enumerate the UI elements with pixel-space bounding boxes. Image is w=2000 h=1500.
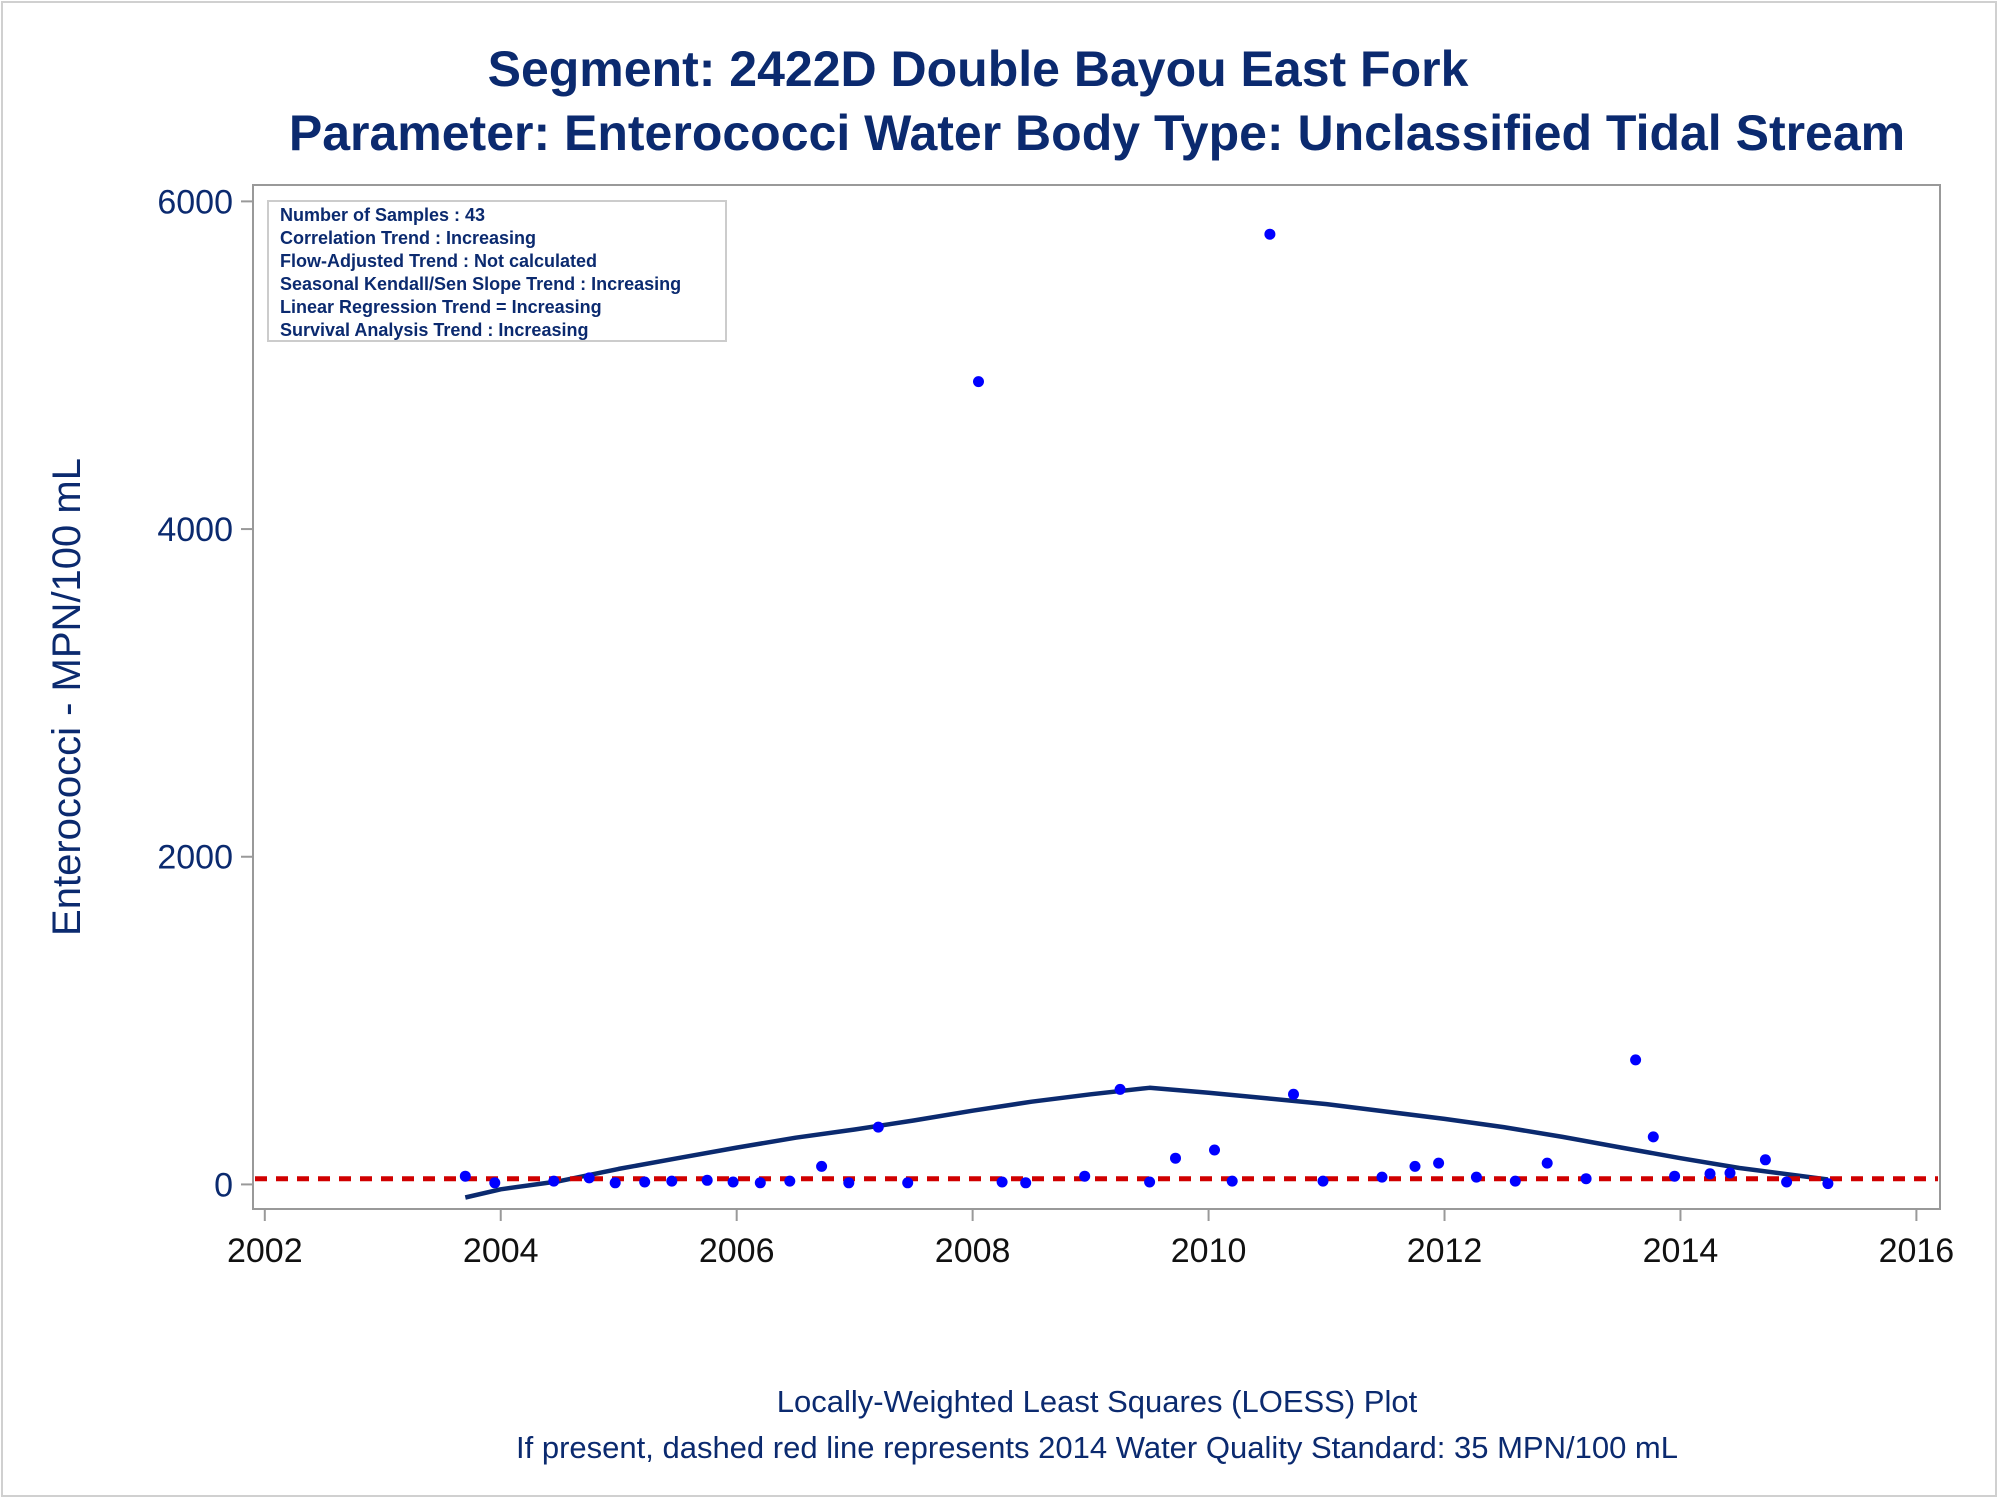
- x-tick-label: 2008: [935, 1232, 1011, 1270]
- sample-point: [1264, 228, 1276, 240]
- sample-point: [1781, 1176, 1793, 1188]
- sample-point: [1317, 1175, 1329, 1187]
- sample-point: [1759, 1154, 1771, 1166]
- sample-point: [1704, 1168, 1716, 1180]
- sample-point: [1647, 1131, 1659, 1143]
- sample-point: [1170, 1152, 1181, 1164]
- y-tick-label: 4000: [157, 511, 233, 549]
- sample-point: [872, 1121, 884, 1133]
- stats-line: Correlation Trend : Increasing: [280, 228, 536, 248]
- footer-line-1: Locally-Weighted Least Squares (LOESS) P…: [777, 1384, 1418, 1419]
- sample-point: [1209, 1144, 1220, 1156]
- sample-point: [459, 1170, 471, 1182]
- sample-point: [1079, 1170, 1091, 1182]
- x-tick-label: 2016: [1879, 1232, 1955, 1270]
- sample-point: [902, 1177, 914, 1189]
- sample-point: [1541, 1157, 1553, 1169]
- x-tick-label: 2006: [699, 1232, 775, 1270]
- x-tick-label: 2002: [227, 1232, 303, 1270]
- sample-point: [784, 1175, 796, 1187]
- stats-line: Number of Samples : 43: [280, 205, 485, 225]
- sample-point: [1114, 1083, 1126, 1095]
- sample-point: [1630, 1054, 1642, 1066]
- chart-title: Segment: 2422D Double Bayou East Fork: [488, 41, 1469, 97]
- sample-point: [583, 1172, 595, 1184]
- series-layer: [255, 228, 1938, 1200]
- sample-point: [609, 1177, 621, 1189]
- y-tick-label: 2000: [157, 839, 233, 877]
- sample-point: [754, 1177, 766, 1189]
- y-axis-label: Enterococci - MPN/100 mL: [45, 458, 89, 936]
- stats-line: Survival Analysis Trend : Increasing: [280, 320, 588, 340]
- x-axis: 2002 2004 2006 2008 2010 2012 2014 2016: [227, 1209, 1954, 1270]
- sample-point: [701, 1174, 713, 1186]
- y-axis: 0 2000 4000 6000: [157, 183, 253, 1204]
- sample-point: [1724, 1167, 1736, 1179]
- sample-point: [666, 1175, 678, 1187]
- sample-point: [1822, 1178, 1834, 1190]
- x-tick-label: 2004: [463, 1232, 539, 1270]
- x-tick-label: 2012: [1407, 1232, 1483, 1270]
- sample-point: [1669, 1170, 1681, 1182]
- sample-point: [1020, 1177, 1032, 1189]
- y-tick-label: 0: [214, 1166, 233, 1204]
- sample-point: [489, 1177, 501, 1189]
- sample-point: [1470, 1171, 1482, 1183]
- chart-subtitle: Parameter: Enterococci Water Body Type: …: [289, 105, 1905, 161]
- sample-point: [816, 1160, 828, 1172]
- sample-point: [973, 376, 984, 388]
- sample-point: [1288, 1088, 1299, 1100]
- stats-line: Linear Regression Trend = Increasing: [280, 297, 602, 317]
- stats-line: Flow-Adjusted Trend : Not calculated: [280, 251, 597, 271]
- sample-point: [996, 1176, 1008, 1188]
- sample-point: [639, 1176, 651, 1188]
- sample-point: [727, 1176, 739, 1188]
- stats-box-border: [267, 200, 727, 342]
- footer-line-2: If present, dashed red line represents 2…: [516, 1430, 1678, 1465]
- sample-point: [1144, 1176, 1156, 1188]
- sample-point: [1580, 1173, 1592, 1185]
- stats-box: Number of Samples : 43 Correlation Trend …: [267, 200, 727, 342]
- sample-point: [1433, 1157, 1445, 1169]
- y-tick-label: 6000: [157, 183, 233, 221]
- sample-point: [843, 1177, 855, 1189]
- sample-point: [1226, 1175, 1238, 1187]
- x-tick-label: 2014: [1643, 1232, 1719, 1270]
- sample-point: [1509, 1175, 1521, 1187]
- x-tick-label: 2010: [1171, 1232, 1247, 1270]
- sample-point: [548, 1175, 560, 1187]
- sample-point: [1409, 1160, 1421, 1172]
- stats-line: Seasonal Kendall/Sen Slope Trend : Incre…: [280, 274, 681, 294]
- sample-point: [1376, 1171, 1388, 1183]
- plot-area: [252, 184, 1941, 1210]
